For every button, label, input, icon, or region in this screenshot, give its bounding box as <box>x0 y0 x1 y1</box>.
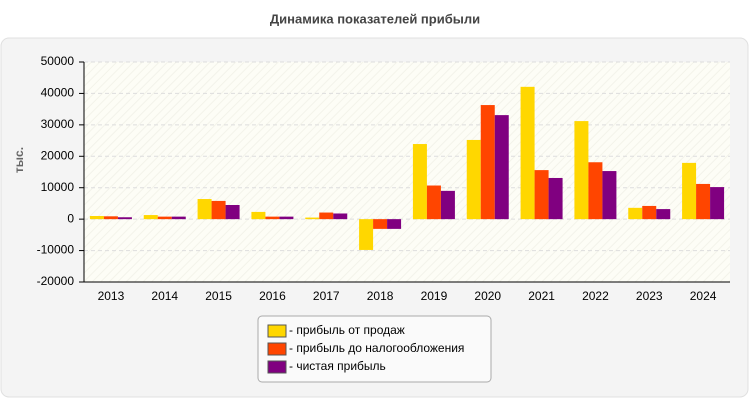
bar <box>642 205 657 220</box>
bar <box>359 219 374 250</box>
bar <box>89 216 104 220</box>
bar <box>171 216 186 220</box>
x-tick-label: 2021 <box>528 289 555 303</box>
legend-swatch <box>267 324 287 338</box>
legend-swatch <box>267 342 287 356</box>
bar <box>319 212 334 220</box>
x-tick-label: 2017 <box>313 289 340 303</box>
y-axis-label: тыс. <box>12 147 26 173</box>
x-tick-label: 2018 <box>367 289 394 303</box>
x-tick-label: 2022 <box>582 289 609 303</box>
bar <box>412 144 427 220</box>
bar <box>696 183 711 220</box>
bar <box>710 187 725 220</box>
bar <box>211 200 226 220</box>
bar <box>656 209 671 220</box>
bar <box>480 105 495 220</box>
bar <box>373 219 388 229</box>
bar <box>574 121 589 220</box>
x-tick-label: 2024 <box>690 289 717 303</box>
bar <box>197 199 212 220</box>
bar <box>466 139 481 220</box>
chart-title: Динамика показателей прибыли <box>270 11 480 26</box>
y-tick-label: 20000 <box>41 148 75 162</box>
bar <box>265 216 280 220</box>
legend-label: - прибыль от продаж <box>289 323 405 337</box>
y-tick-label: 30000 <box>41 117 75 131</box>
bar <box>494 115 509 220</box>
bar <box>157 216 172 220</box>
plot-area <box>84 62 730 282</box>
bar <box>628 207 643 220</box>
bar <box>548 177 563 220</box>
bar <box>520 86 535 220</box>
y-tick-label: 50000 <box>41 54 75 68</box>
y-tick-label: 40000 <box>41 86 75 100</box>
bar <box>387 219 402 229</box>
legend-label: - прибыль до налогообложения <box>289 341 464 355</box>
y-tick-label: -10000 <box>37 243 75 257</box>
legend <box>257 315 492 383</box>
bar <box>440 190 455 220</box>
legend-label: - чистая прибыль <box>289 359 386 373</box>
x-tick-label: 2013 <box>98 289 125 303</box>
y-tick-label: 10000 <box>41 180 75 194</box>
bar <box>225 205 240 220</box>
x-tick-label: 2015 <box>205 289 232 303</box>
x-tick-label: 2020 <box>474 289 501 303</box>
bar <box>279 216 294 220</box>
bar <box>602 171 617 220</box>
bar <box>143 215 158 220</box>
x-tick-label: 2019 <box>421 289 448 303</box>
y-tick-label: 0 <box>67 211 74 225</box>
bar <box>117 217 132 220</box>
bar <box>588 162 603 220</box>
x-tick-label: 2014 <box>151 289 178 303</box>
x-tick-label: 2023 <box>636 289 663 303</box>
bar <box>426 185 441 220</box>
y-tick-label: -20000 <box>37 274 75 288</box>
bar <box>682 162 697 220</box>
x-tick-label: 2016 <box>259 289 286 303</box>
legend-swatch <box>267 360 287 374</box>
bar <box>305 217 320 220</box>
bar <box>534 170 549 220</box>
bar <box>251 211 266 220</box>
bar <box>103 216 118 220</box>
bar <box>333 213 348 220</box>
